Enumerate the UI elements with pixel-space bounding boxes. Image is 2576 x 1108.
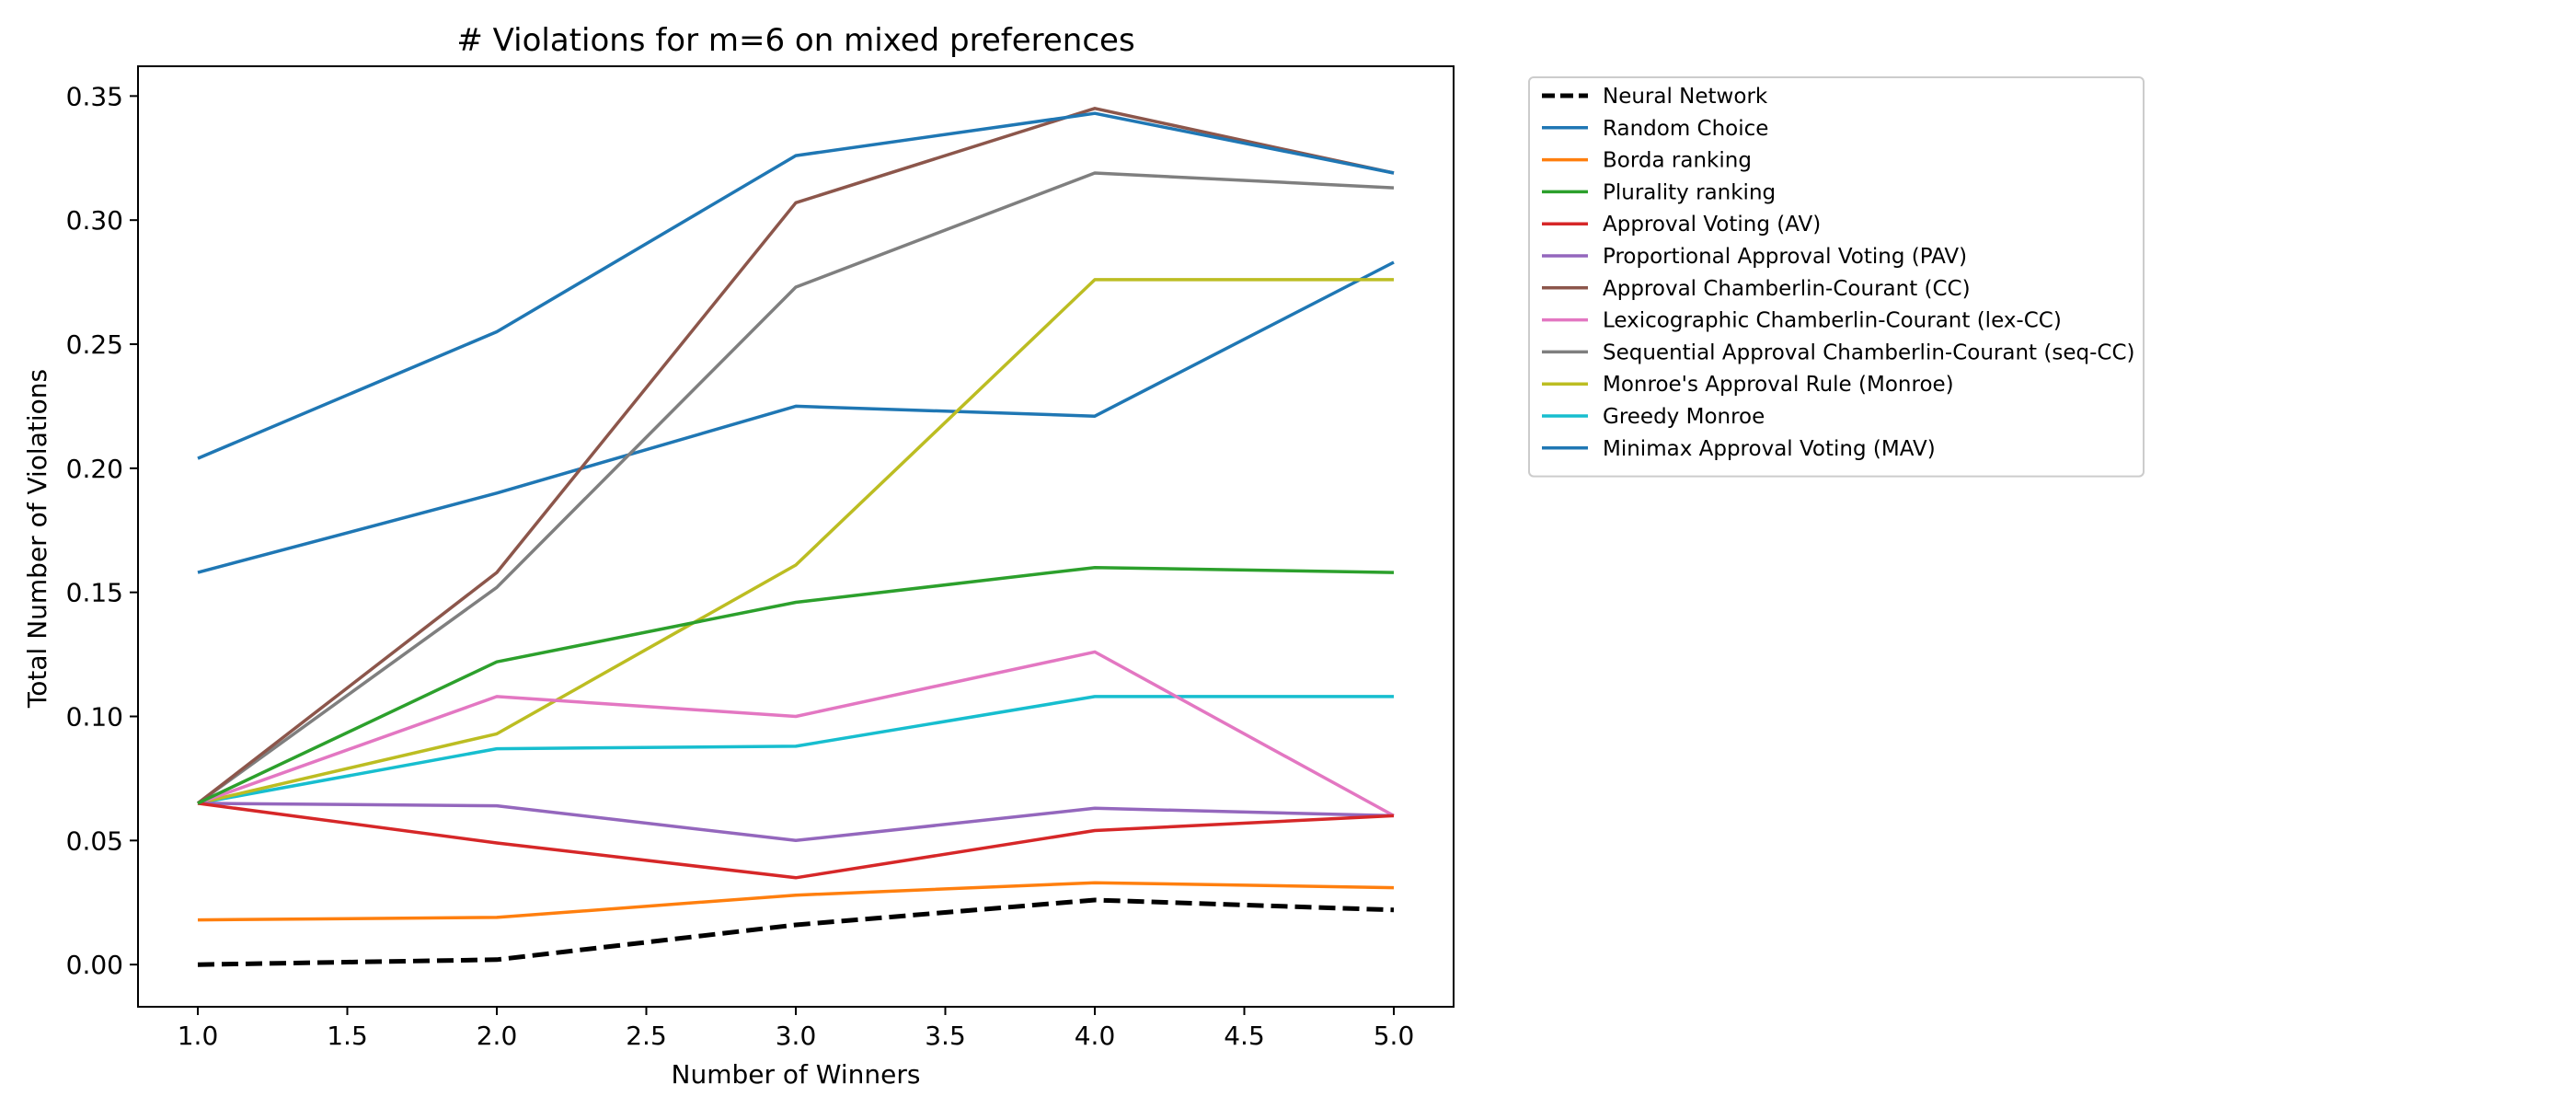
legend-label: Approval Chamberlin-Courant (CC) xyxy=(1603,277,1971,301)
x-axis-label: Number of Winners xyxy=(672,1059,921,1090)
series-line xyxy=(197,695,1394,805)
x-tick-label: 2.5 xyxy=(626,1021,667,1051)
legend-label: Random Choice xyxy=(1603,117,1768,141)
series-line xyxy=(196,107,1395,805)
series-line xyxy=(197,802,1395,880)
series-line xyxy=(197,111,1395,460)
legend-label: Monroe's Approval Rule (Monroe) xyxy=(1603,373,1954,397)
legend-label: Neural Network xyxy=(1603,85,1768,109)
series-line xyxy=(197,897,1395,967)
series-line xyxy=(197,260,1395,574)
y-tick-label: 0.00 xyxy=(66,950,123,980)
x-tick-label: 4.5 xyxy=(1224,1021,1265,1051)
legend-label: Greedy Monroe xyxy=(1603,405,1765,429)
legend: Neural Network Random Choice Borda ranking… xyxy=(1528,76,2145,478)
series-line xyxy=(197,565,1395,805)
x-tick-label: 5.0 xyxy=(1374,1021,1415,1051)
y-tick-label: 0.25 xyxy=(66,329,123,360)
chart-title: # Violations for m=6 on mixed preference… xyxy=(456,22,1134,59)
x-tick-label: 3.0 xyxy=(776,1021,817,1051)
legend-label: Sequential Approval Chamberlin-Courant (… xyxy=(1603,340,2134,364)
series-line xyxy=(197,802,1395,843)
x-tick-label: 1.5 xyxy=(327,1021,368,1051)
y-axis-label: Total Number of Violations xyxy=(22,369,52,709)
series-line xyxy=(197,650,1395,817)
series-line xyxy=(197,278,1394,805)
legend-label: Lexicographic Chamberlin-Courant (lex-CC… xyxy=(1603,309,2062,333)
y-tick-label: 0.15 xyxy=(66,578,123,608)
y-tick-label: 0.20 xyxy=(66,454,123,484)
y-tick-label: 0.05 xyxy=(66,825,123,856)
x-tick-label: 4.0 xyxy=(1075,1021,1116,1051)
legend-frame xyxy=(1528,76,2145,478)
x-tick-label: 1.0 xyxy=(178,1021,219,1051)
series-line xyxy=(197,881,1395,922)
series-line xyxy=(196,171,1395,805)
plot-area: 1.0 1.5 2.0 2.5 3.0 3.5 4.0 4.5 5.0 0.00 0.05 0.10 0… xyxy=(66,65,1455,1051)
legend-label: Minimax Approval Voting (MAV) xyxy=(1603,437,1936,461)
y-tick-label: 0.10 xyxy=(66,702,123,733)
y-tick-label: 0.30 xyxy=(66,205,123,236)
legend-label: Approval Voting (AV) xyxy=(1603,213,1821,237)
legend-label: Plurality ranking xyxy=(1603,180,1776,204)
x-tick-label: 2.0 xyxy=(477,1021,518,1051)
legend-label: Proportional Approval Voting (PAV) xyxy=(1603,245,1967,269)
legend-label: Borda ranking xyxy=(1603,149,1752,173)
y-tick-label: 0.35 xyxy=(66,81,123,111)
x-tick-label: 3.5 xyxy=(925,1021,966,1051)
